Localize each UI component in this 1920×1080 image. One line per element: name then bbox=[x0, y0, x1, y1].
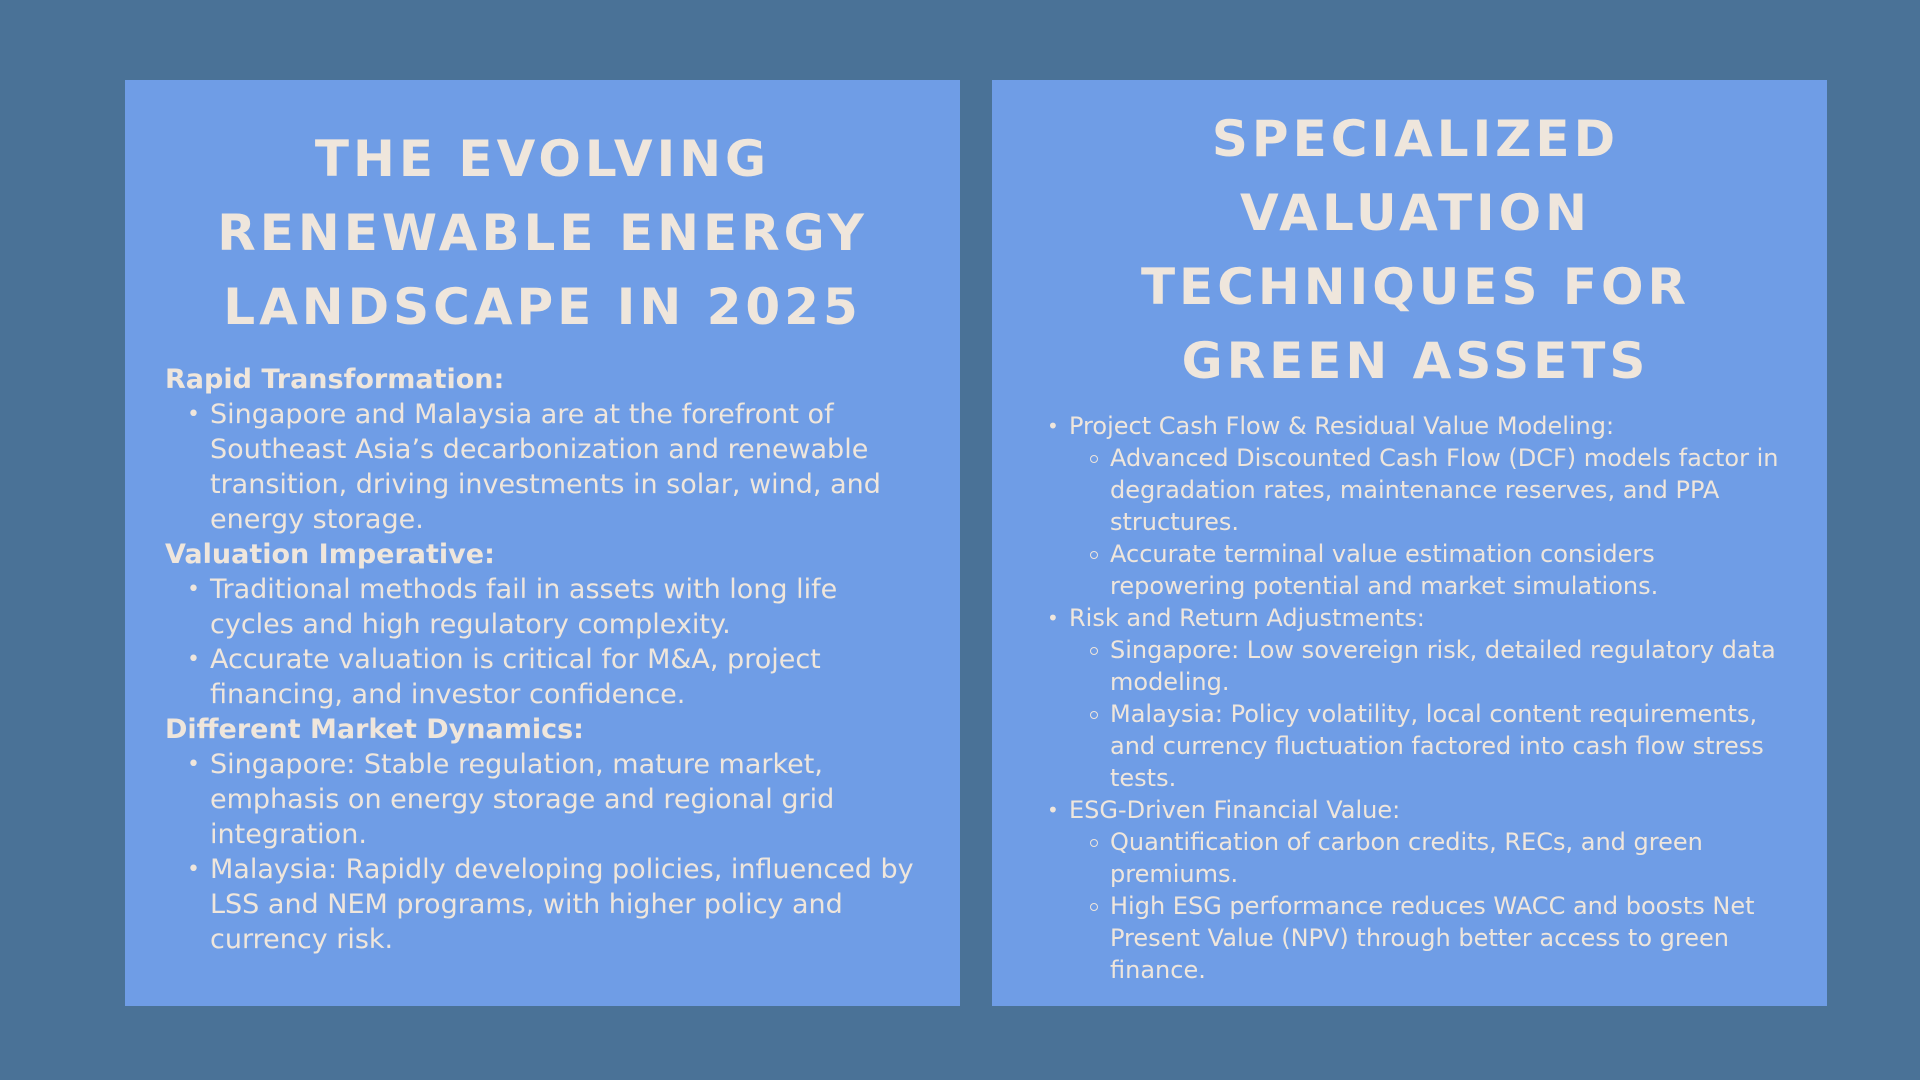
list-item: Accurate valuation is critical for M&A, … bbox=[187, 642, 920, 712]
bullet-list: Singapore and Malaysia are at the forefr… bbox=[165, 397, 920, 537]
list-item: Risk and Return Adjustments: Singapore: … bbox=[1047, 602, 1782, 794]
bullet-list: Singapore: Stable regulation, mature mar… bbox=[165, 747, 920, 957]
left-panel-body: Rapid Transformation: Singapore and Mala… bbox=[165, 362, 920, 957]
section-heading-different-market-dynamics: Different Market Dynamics: bbox=[165, 714, 584, 745]
list-item: Traditional methods fail in assets with … bbox=[187, 572, 920, 642]
right-panel-title: SPECIALIZED VALUATION TECHNIQUES FOR GRE… bbox=[1140, 110, 1691, 390]
left-panel: THE EVOLVING RENEWABLE ENERGY LANDSCAPE … bbox=[125, 80, 960, 1006]
sub-list-item: Accurate terminal value estimation consi… bbox=[1090, 538, 1782, 602]
list-item: Project Cash Flow & Residual Value Model… bbox=[1047, 410, 1782, 602]
list-item: Malaysia: Rapidly developing policies, i… bbox=[187, 852, 920, 957]
list-item: ESG-Driven Financial Value: Quantificati… bbox=[1047, 794, 1782, 986]
sub-list: Advanced Discounted Cash Flow (DCF) mode… bbox=[1069, 442, 1782, 602]
sub-list: Singapore: Low sovereign risk, detailed … bbox=[1069, 634, 1782, 794]
sub-list: Quantification of carbon credits, RECs, … bbox=[1069, 826, 1782, 986]
bullet-list: Traditional methods fail in assets with … bbox=[165, 572, 920, 712]
section-heading-valuation-imperative: Valuation Imperative: bbox=[165, 539, 495, 570]
sub-list-item: High ESG performance reduces WACC and bo… bbox=[1090, 890, 1782, 986]
item-label: Risk and Return Adjustments: bbox=[1069, 604, 1425, 632]
sub-list-item: Malaysia: Policy volatility, local conte… bbox=[1090, 698, 1782, 794]
left-panel-title: THE EVOLVING RENEWABLE ENERGY LANDSCAPE … bbox=[217, 130, 868, 336]
item-label: Project Cash Flow & Residual Value Model… bbox=[1069, 412, 1615, 440]
sub-list-item: Singapore: Low sovereign risk, detailed … bbox=[1090, 634, 1782, 698]
right-panel: SPECIALIZED VALUATION TECHNIQUES FOR GRE… bbox=[992, 80, 1827, 1006]
list-item: Singapore: Stable regulation, mature mar… bbox=[187, 747, 920, 852]
right-panel-body: Project Cash Flow & Residual Value Model… bbox=[1047, 410, 1782, 986]
item-label: ESG-Driven Financial Value: bbox=[1069, 796, 1401, 824]
sub-list-item: Advanced Discounted Cash Flow (DCF) mode… bbox=[1090, 442, 1782, 538]
list-item: Singapore and Malaysia are at the forefr… bbox=[187, 397, 920, 537]
section-heading-rapid-transformation: Rapid Transformation: bbox=[165, 364, 505, 395]
sub-list-item: Quantification of carbon credits, RECs, … bbox=[1090, 826, 1782, 890]
